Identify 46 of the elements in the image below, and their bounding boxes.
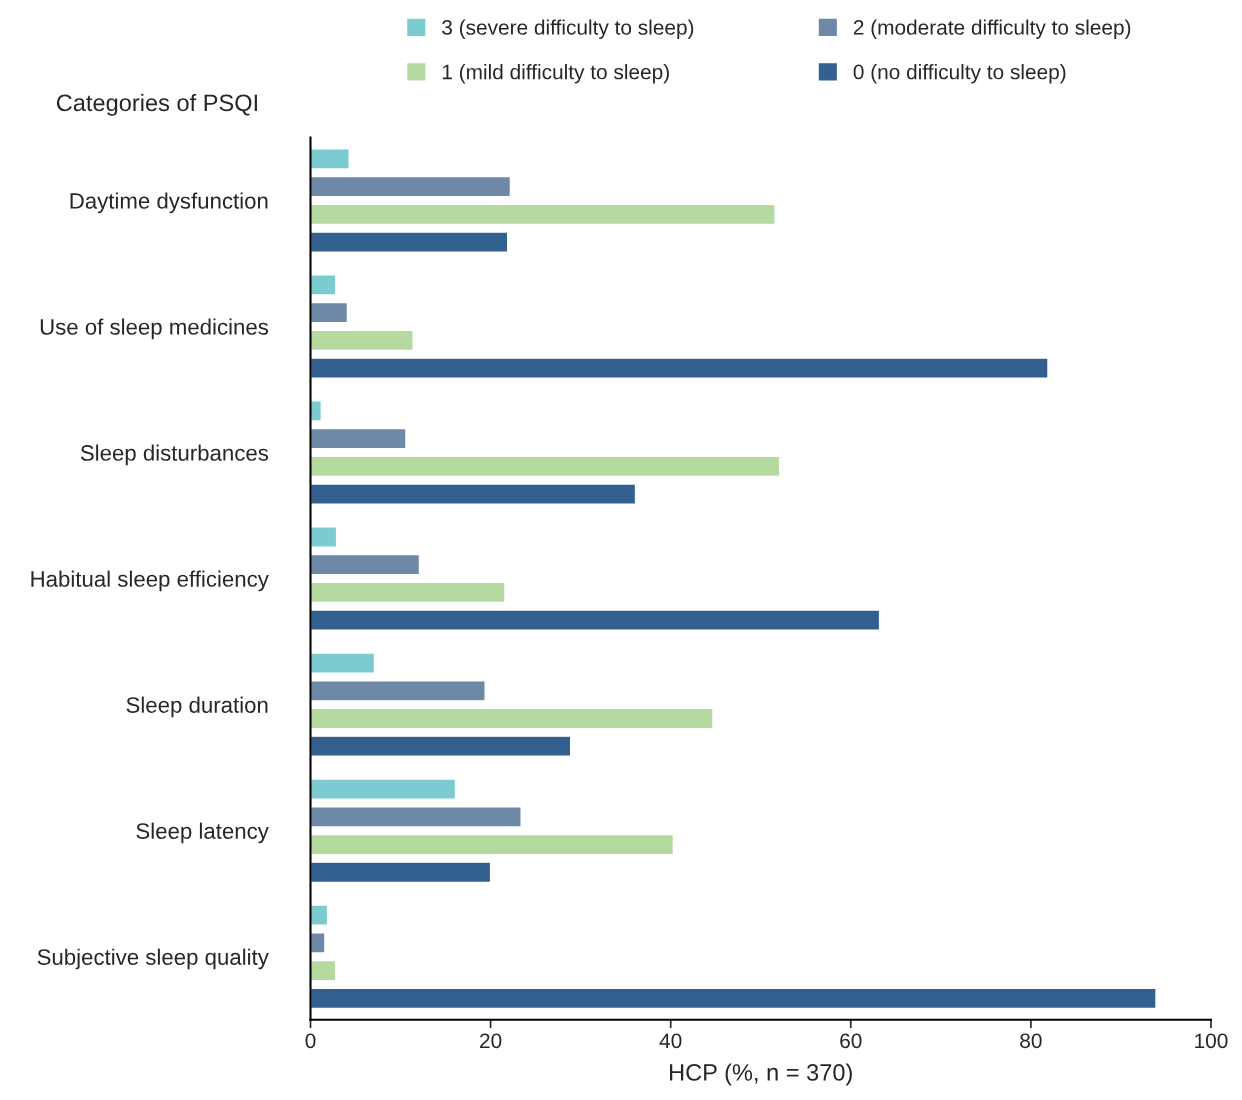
- x-tick-label: 60: [840, 1033, 862, 1049]
- legend-label: 0 (no difficulty to sleep): [853, 64, 1066, 84]
- bar: [310, 483, 637, 505]
- bar: [310, 609, 881, 631]
- y-tick-label: Use of sleep medicines: [40, 318, 269, 340]
- legend-label: 2 (moderate difficulty to sleep): [853, 19, 1131, 39]
- y-tick-label: Sleep disturbances: [80, 444, 269, 466]
- bar: [310, 301, 349, 324]
- bar: [310, 679, 486, 702]
- bar: [310, 833, 675, 856]
- y-tick-label: Sleep duration: [126, 696, 268, 718]
- bar: [310, 778, 457, 800]
- bar: [310, 526, 338, 548]
- legend-label: 1 (mild difficulty to sleep): [442, 64, 669, 84]
- x-tick-label: 0: [305, 1033, 316, 1049]
- bar: [310, 959, 337, 982]
- bar: [310, 987, 1157, 1010]
- bar: [310, 203, 776, 226]
- bar: [310, 329, 414, 352]
- bar: [310, 427, 407, 450]
- bar: [310, 932, 326, 954]
- bar: [310, 231, 509, 253]
- bar: [310, 652, 376, 674]
- bar: [310, 553, 421, 576]
- bar: [310, 455, 781, 478]
- bar: [310, 581, 506, 604]
- bar: [310, 806, 522, 828]
- bar: [310, 707, 714, 730]
- bar: [310, 274, 337, 296]
- bar: [310, 148, 350, 170]
- bar: [310, 904, 329, 926]
- y-tick-label: Habitual sleep efficiency: [31, 570, 269, 592]
- bar: [310, 357, 1049, 379]
- y-tick-label: Subjective sleep quality: [37, 948, 269, 970]
- legend-label: 3 (severe difficulty to sleep): [442, 19, 694, 39]
- x-tick-label: 40: [659, 1033, 682, 1049]
- y-axis-title: Categories of PSQI: [56, 93, 257, 116]
- y-tick-label: Daytime dysfunction: [70, 192, 268, 214]
- x-tick-label: 100: [1195, 1033, 1228, 1049]
- bar: [310, 861, 492, 884]
- bar: [310, 175, 512, 198]
- x-tick-label: 80: [1020, 1033, 1042, 1049]
- y-tick-label: Sleep latency: [136, 822, 269, 844]
- x-axis-title: HCP (%, n = 370): [670, 1063, 852, 1086]
- x-tick-label: 20: [480, 1033, 502, 1049]
- bar: [310, 735, 572, 757]
